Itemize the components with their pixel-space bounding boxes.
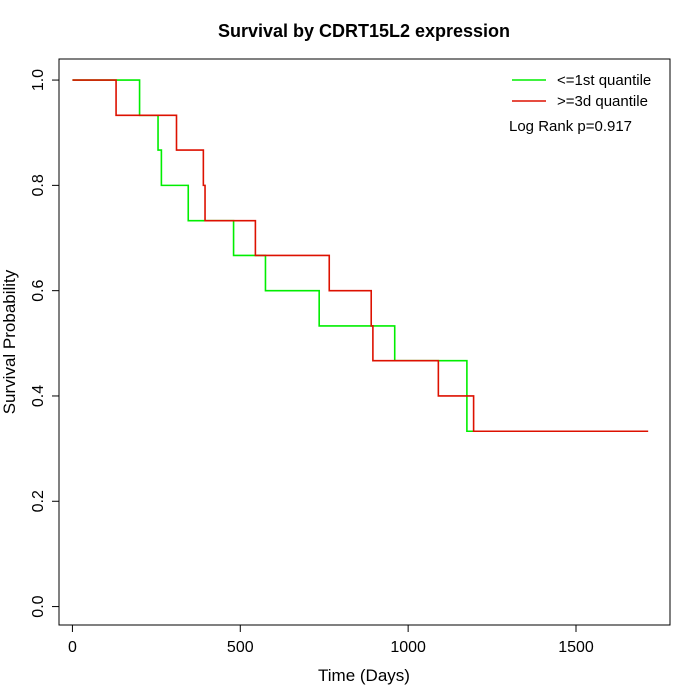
series-layer xyxy=(72,79,649,433)
y-tick-label: 1.0 xyxy=(30,69,47,91)
x-axis-label: Time (Days) xyxy=(318,666,410,685)
y-tick-label: 0.6 xyxy=(30,279,47,301)
chart-title: Survival by CDRT15L2 expression xyxy=(218,21,510,41)
y-tick-label: 0.8 xyxy=(30,174,47,196)
x-tick-label: 1000 xyxy=(390,639,426,656)
y-axis-label: Survival Probability xyxy=(0,269,19,414)
y-tick-label: 0.4 xyxy=(30,385,47,407)
x-tick-label: 0 xyxy=(68,639,77,656)
y-tick-label: 0.0 xyxy=(30,595,47,617)
plot-frame xyxy=(58,58,671,626)
x-tick-label: 1500 xyxy=(558,639,594,656)
series-line-1 xyxy=(72,79,607,433)
x-tick-label: 500 xyxy=(227,639,254,656)
x-axis: 0 500 1000 1500 xyxy=(68,624,594,656)
log-rank-annotation: Log Rank p=0.917 xyxy=(509,118,632,135)
y-axis: 0.0 0.2 0.4 0.6 0.8 1.0 xyxy=(30,69,59,618)
legend-label-2: >=3d quantile xyxy=(557,93,648,110)
legend-label-1: <=1st quantile xyxy=(557,72,651,89)
legend: <=1st quantile >=3d quantile xyxy=(512,72,651,110)
series-line-2 xyxy=(72,79,649,433)
y-tick-label: 0.2 xyxy=(30,490,47,512)
